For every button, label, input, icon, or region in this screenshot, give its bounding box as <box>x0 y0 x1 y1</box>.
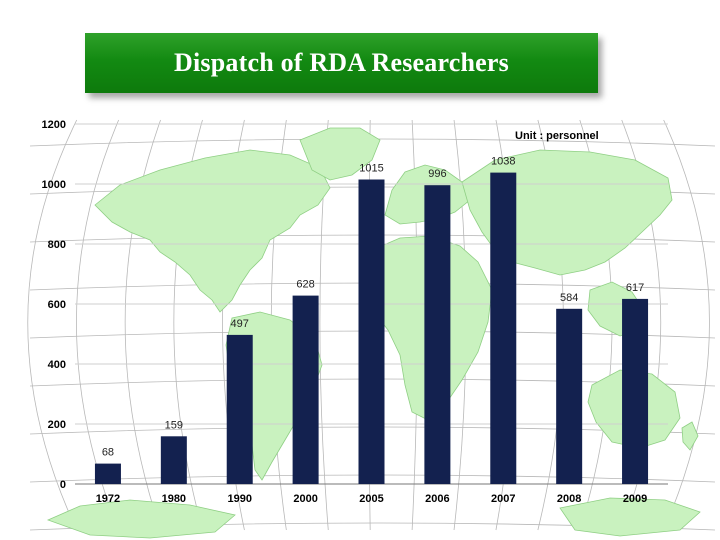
x-tick-label: 1972 <box>96 493 120 505</box>
x-tick-label: 2005 <box>359 493 383 505</box>
north-america-shape <box>94 149 331 313</box>
map-meridian <box>663 119 710 531</box>
data-label: 497 <box>231 318 249 330</box>
y-tick-label: 0 <box>60 479 66 491</box>
new-zealand-shape <box>681 421 699 451</box>
greenland-shape <box>299 127 381 181</box>
data-labels: 68 159 497 628 1015 996 1038 584 617 <box>102 156 644 459</box>
data-label: 996 <box>428 168 446 180</box>
x-tick-label: 1990 <box>227 493 251 505</box>
data-label: 159 <box>165 419 183 431</box>
bar <box>160 436 187 484</box>
bar <box>292 295 319 484</box>
x-tick-label: 2008 <box>557 493 581 505</box>
data-label: 617 <box>626 282 644 294</box>
x-tick-label: 2006 <box>425 493 449 505</box>
y-tick-label: 1200 <box>42 119 66 131</box>
y-tick-label: 400 <box>48 359 66 371</box>
bar <box>94 463 121 484</box>
bar <box>490 172 517 484</box>
antarctica-shape <box>46 499 236 539</box>
y-axis-ticks: 0 200 400 600 800 1000 1200 <box>42 119 66 491</box>
x-tick-label: 2000 <box>293 493 317 505</box>
data-label: 1015 <box>359 163 383 175</box>
title-banner: Dispatch of RDA Researchers <box>85 33 598 93</box>
x-tick-label: 2009 <box>623 493 647 505</box>
x-tick-label: 2007 <box>491 493 515 505</box>
bar <box>556 308 583 484</box>
map-meridian <box>124 119 161 531</box>
x-axis-ticks: 1972 1980 1990 2000 2005 2006 2007 2008 2009 <box>96 493 648 505</box>
bar <box>622 298 649 484</box>
data-label: 68 <box>102 447 114 459</box>
bar <box>424 185 451 484</box>
bars <box>94 172 649 484</box>
data-label: 584 <box>560 292 578 304</box>
x-tick-label: 1980 <box>162 493 186 505</box>
data-label: 1038 <box>491 156 515 168</box>
y-tick-label: 800 <box>48 239 66 251</box>
map-meridian <box>27 119 78 531</box>
bar <box>226 334 253 484</box>
y-tick-label: 200 <box>48 419 66 431</box>
data-label: 628 <box>296 279 314 291</box>
unit-note: Unit : personnel <box>515 130 599 142</box>
antarctica-shape-east <box>559 497 701 537</box>
chart-title: Dispatch of RDA Researchers <box>174 48 509 77</box>
y-tick-label: 600 <box>48 299 66 311</box>
bar <box>358 179 385 484</box>
y-tick-label: 1000 <box>42 179 66 191</box>
